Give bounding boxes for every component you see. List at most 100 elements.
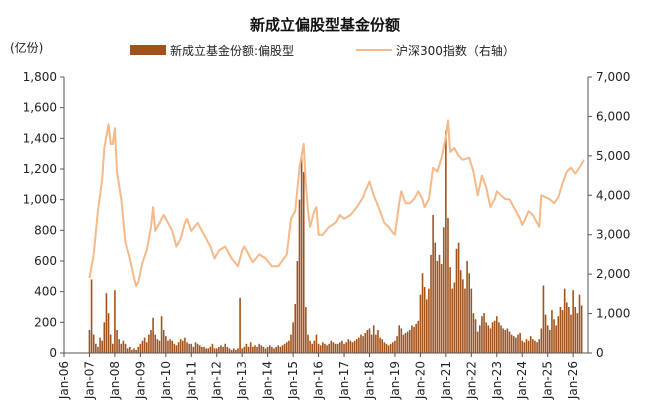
bar (521, 340, 524, 353)
bar (277, 345, 280, 353)
bar (398, 325, 400, 353)
bar (326, 345, 328, 353)
bar (347, 339, 350, 353)
hs300-line (88, 119, 585, 287)
bar (190, 343, 193, 353)
legend: 新成立基金份额:偏股型 沪深300指数（右轴） (130, 43, 515, 58)
right-tick-label: 0 (596, 346, 604, 360)
bar (315, 334, 318, 353)
bar (137, 346, 140, 353)
bar (553, 319, 555, 353)
bar (406, 331, 409, 353)
bar (504, 330, 507, 353)
bar (546, 325, 549, 353)
bar (330, 340, 333, 353)
bar (109, 334, 112, 353)
bar (322, 342, 324, 353)
bar (254, 345, 256, 353)
bar (487, 325, 490, 353)
left-tick-label: 1,400 (23, 131, 57, 145)
bar (145, 342, 148, 353)
bar (425, 299, 428, 353)
bar (396, 336, 398, 353)
bar (275, 346, 277, 353)
bar (479, 325, 481, 353)
bar (150, 330, 152, 353)
bar (485, 322, 487, 353)
bar (379, 337, 381, 353)
x-tick-label: Jan-17 (337, 361, 351, 400)
bar (512, 336, 515, 353)
bar (313, 340, 316, 353)
bar (114, 290, 116, 353)
bar (387, 345, 390, 353)
right-tick-label: 4,000 (596, 188, 630, 202)
bar (493, 320, 496, 353)
bar (281, 345, 284, 353)
bar (143, 337, 146, 353)
right-tick-label: 3,000 (596, 228, 630, 242)
bar (540, 328, 543, 353)
bar (438, 254, 441, 353)
bar (565, 302, 568, 353)
legend-bar-label: 新成立基金份额:偏股型 (170, 43, 294, 58)
bar (445, 130, 447, 353)
bar (559, 307, 562, 353)
bar (428, 288, 430, 353)
bar (175, 345, 178, 353)
bar (196, 343, 199, 353)
bar (165, 336, 167, 353)
x-tick-label: Jan-16 (312, 361, 326, 400)
legend-bar-swatch (130, 45, 166, 55)
bar (118, 339, 120, 353)
bar (375, 334, 377, 353)
bar (179, 339, 182, 353)
bar (440, 264, 443, 353)
bar (294, 303, 297, 353)
bar (576, 313, 579, 353)
bar (349, 340, 352, 353)
x-tick-label: Jan-13 (235, 361, 249, 400)
bar (449, 267, 451, 353)
bar (128, 346, 131, 353)
x-tick-label: Jan-15 (286, 361, 300, 400)
bar (328, 343, 330, 353)
bar (574, 307, 577, 353)
bar (162, 330, 165, 353)
bar (402, 334, 405, 353)
bar (525, 339, 528, 353)
bar (88, 330, 91, 353)
x-tick-label: Jan-20 (413, 361, 427, 400)
bar (415, 323, 417, 353)
bar (224, 343, 227, 353)
bar (523, 342, 526, 353)
bar (135, 349, 137, 353)
right-tick-label: 2,000 (596, 267, 630, 281)
bar (126, 348, 129, 353)
bar (372, 325, 375, 353)
bar (211, 343, 214, 353)
x-tick-label: Jan-06 (57, 361, 71, 400)
bar (268, 345, 271, 353)
x-tick-label: Jan-23 (490, 361, 504, 400)
left-tick-label: 400 (34, 285, 57, 299)
bar (394, 340, 396, 353)
bar (400, 328, 403, 353)
bar (232, 348, 235, 353)
bar (483, 313, 485, 353)
bar (419, 294, 422, 353)
left-tick-label: 0 (49, 346, 57, 360)
bar (495, 316, 498, 353)
bar (358, 337, 360, 353)
bar (360, 334, 362, 353)
bar (173, 343, 176, 353)
bar (243, 346, 246, 353)
bar (97, 346, 99, 353)
bar (252, 346, 254, 353)
bar (404, 333, 407, 353)
bar (409, 330, 411, 353)
bar (247, 346, 250, 353)
bar (502, 328, 504, 353)
bar (302, 172, 305, 353)
bar (341, 340, 343, 353)
